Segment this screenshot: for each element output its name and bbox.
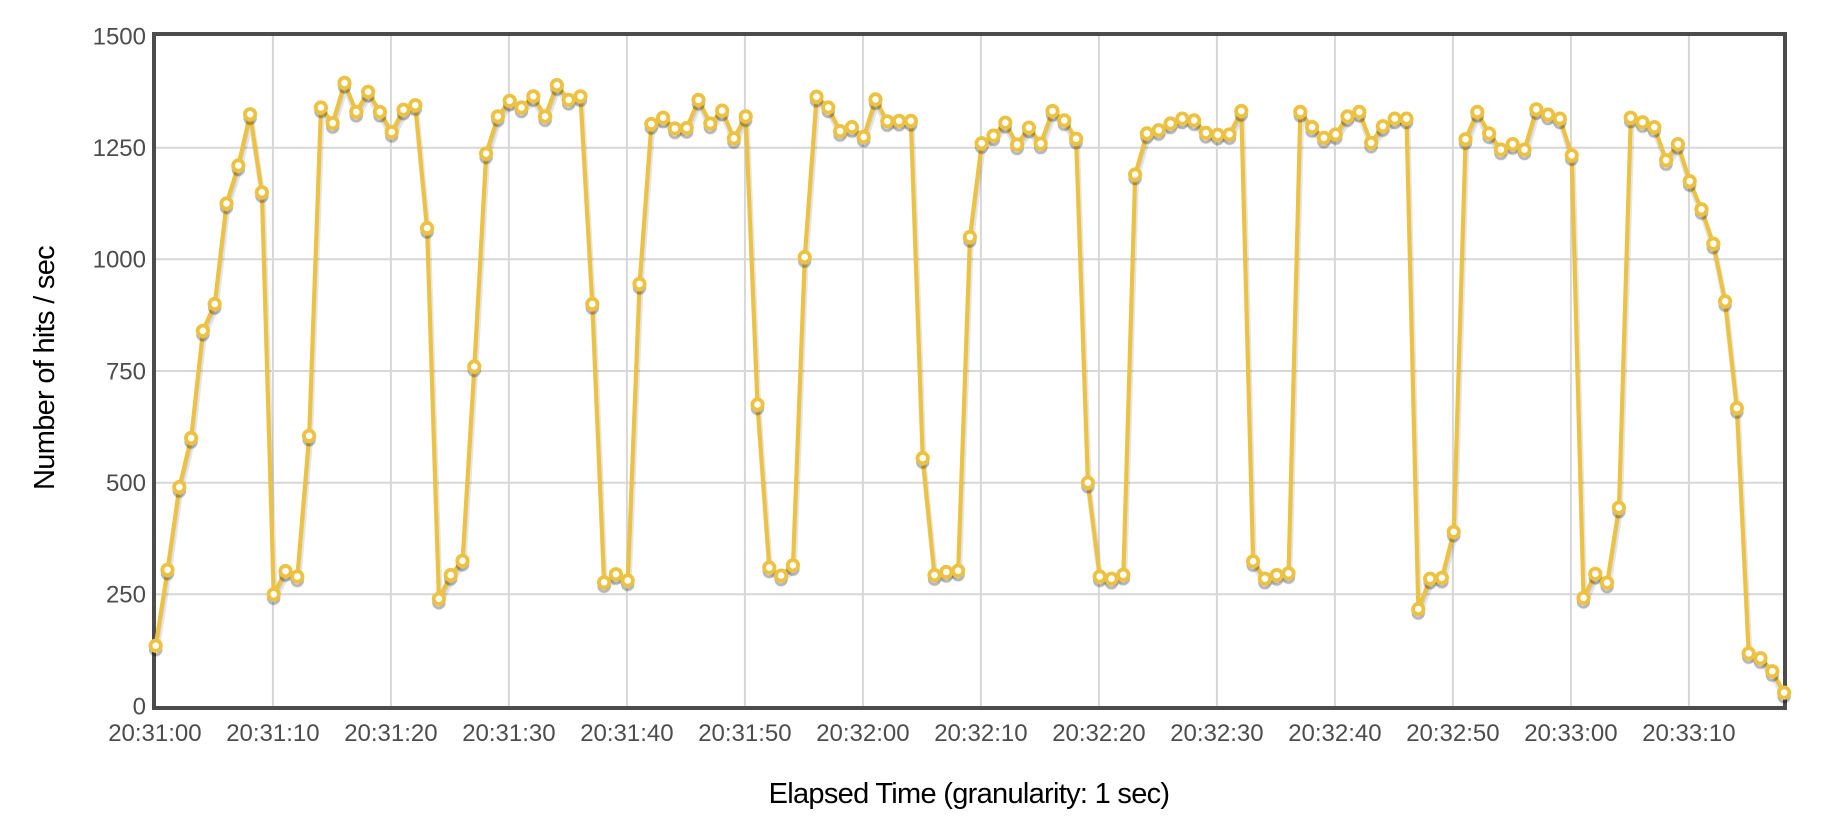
- svg-text:1000: 1000: [93, 247, 146, 274]
- svg-text:20:32:10: 20:32:10: [934, 720, 1027, 747]
- svg-text:20:31:50: 20:31:50: [698, 720, 791, 747]
- svg-text:1500: 1500: [93, 23, 146, 50]
- svg-text:250: 250: [106, 582, 146, 609]
- svg-text:500: 500: [106, 470, 146, 497]
- svg-text:20:31:20: 20:31:20: [344, 720, 437, 747]
- svg-text:0: 0: [133, 693, 146, 720]
- svg-text:Number of hits / sec: Number of hits / sec: [29, 246, 61, 490]
- svg-text:Elapsed Time (granularity: 1 s: Elapsed Time (granularity: 1 sec): [769, 778, 1170, 810]
- svg-text:20:31:00: 20:31:00: [108, 720, 201, 747]
- svg-text:750: 750: [106, 358, 146, 385]
- svg-text:20:32:20: 20:32:20: [1052, 720, 1145, 747]
- svg-text:20:33:00: 20:33:00: [1524, 720, 1617, 747]
- svg-text:20:32:30: 20:32:30: [1170, 720, 1263, 747]
- svg-text:20:31:30: 20:31:30: [462, 720, 555, 747]
- svg-text:20:33:10: 20:33:10: [1642, 720, 1735, 747]
- svg-text:20:32:50: 20:32:50: [1406, 720, 1499, 747]
- svg-text:20:31:40: 20:31:40: [580, 720, 673, 747]
- svg-text:20:31:10: 20:31:10: [226, 720, 319, 747]
- svg-text:1250: 1250: [93, 135, 146, 162]
- svg-text:20:32:00: 20:32:00: [816, 720, 909, 747]
- svg-text:20:32:40: 20:32:40: [1288, 720, 1381, 747]
